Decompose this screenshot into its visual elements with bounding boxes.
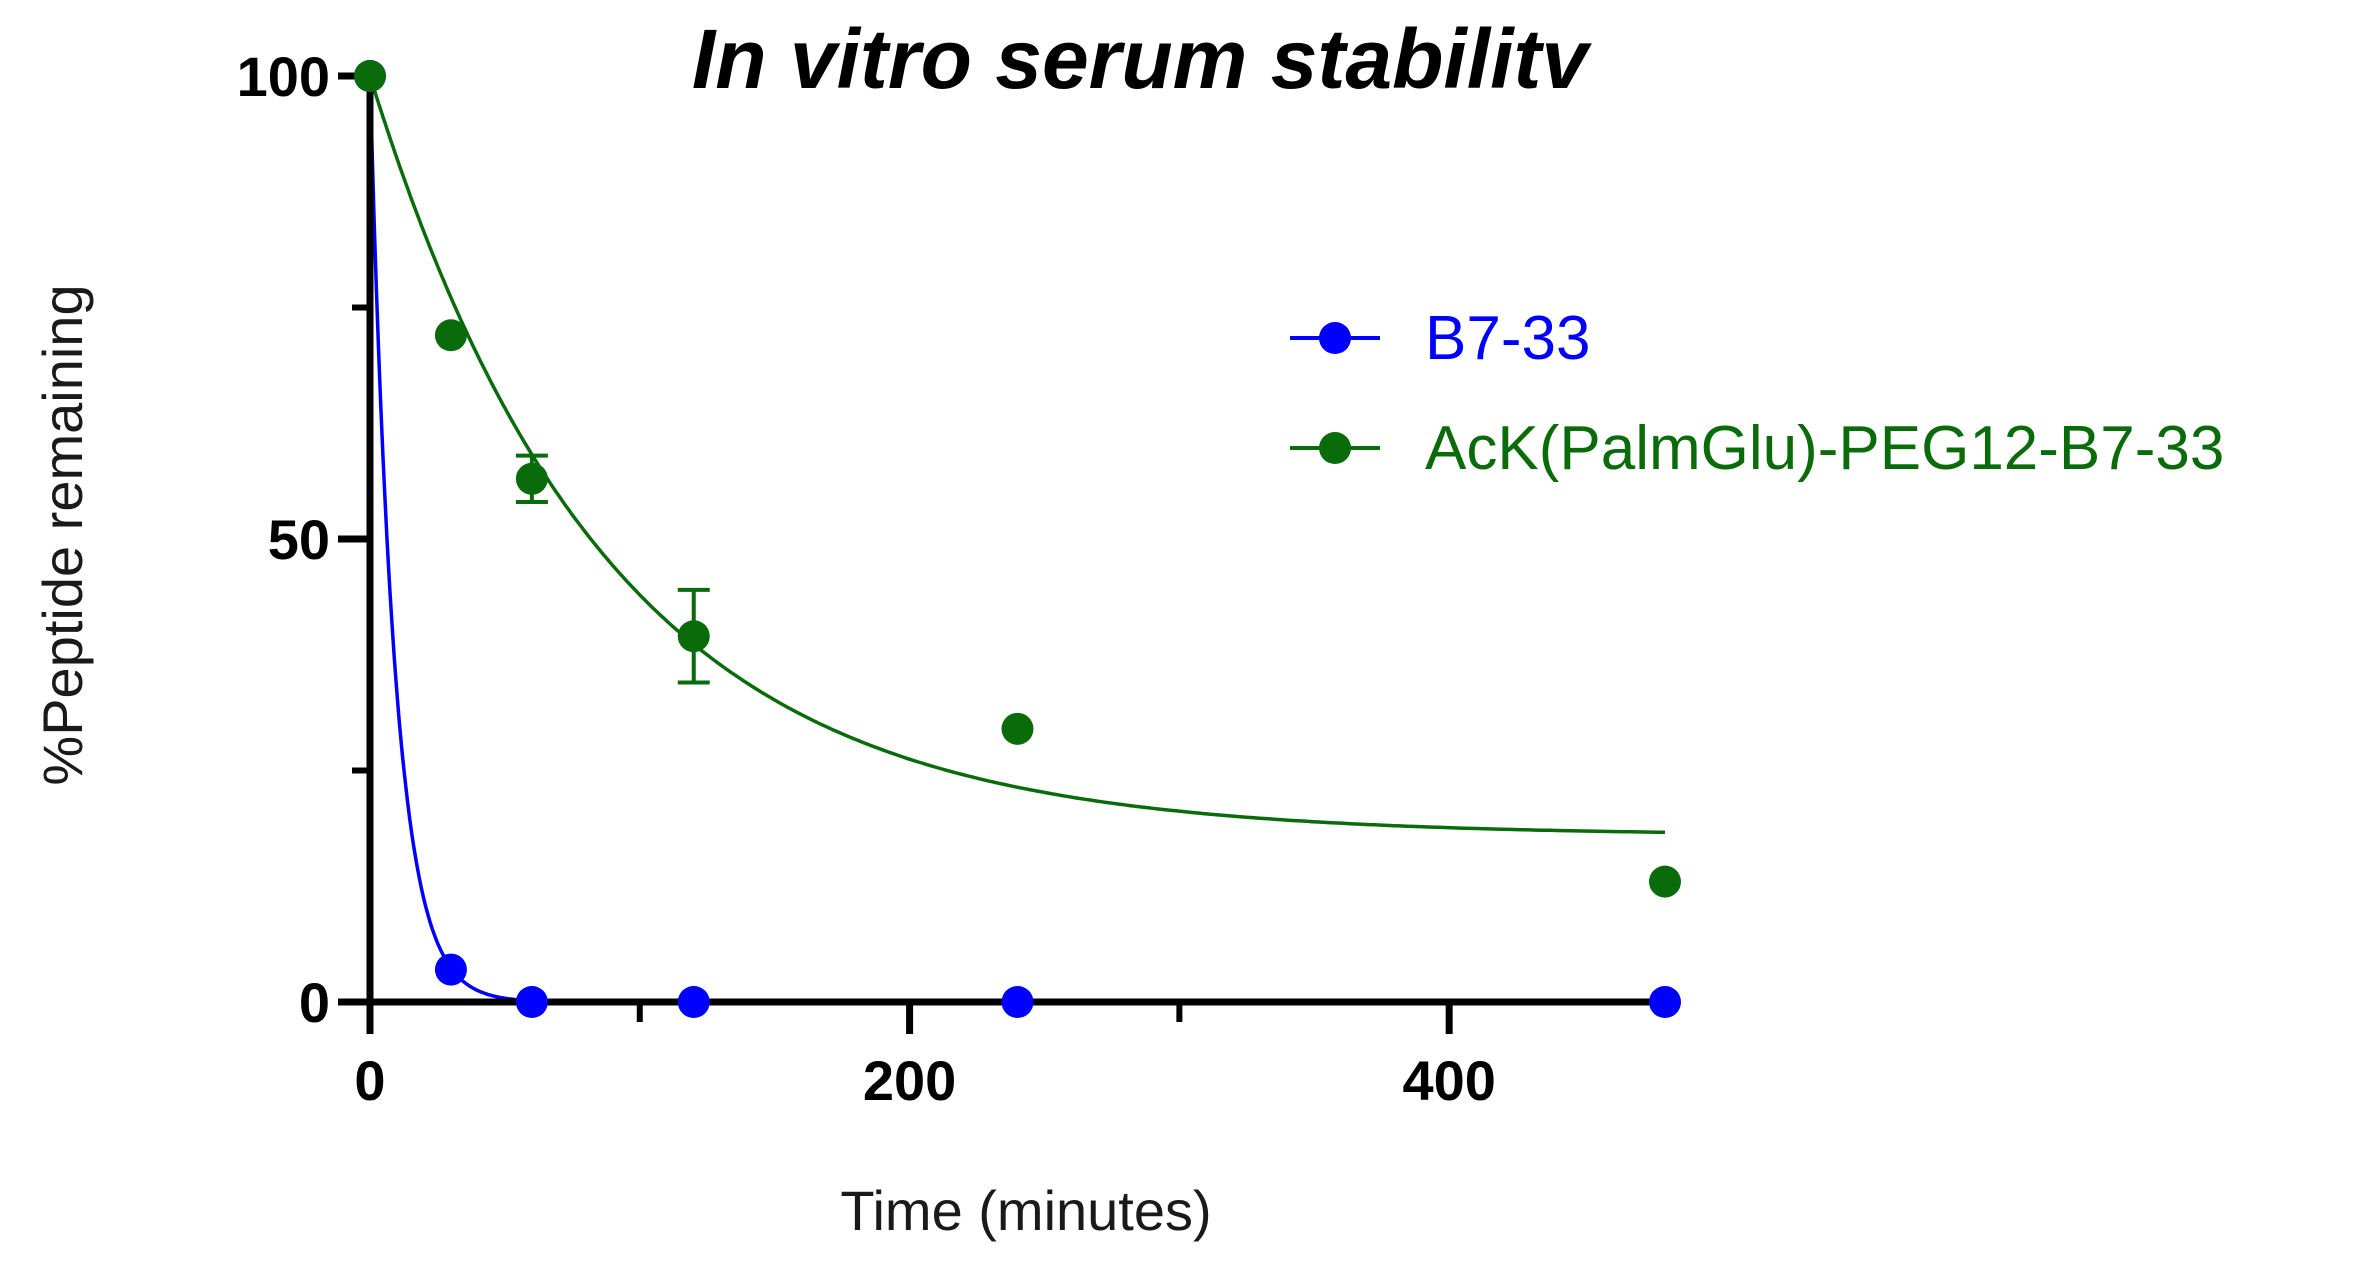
y-tick-label: 100 — [237, 45, 330, 108]
x-tick-label: 0 — [354, 1049, 385, 1112]
legend-label-2: AcK(PalmGlu)-PEG12-B7-33 — [1425, 414, 2224, 483]
data-point-series-2 — [434, 319, 467, 352]
chart-title: In vitro serum stabilitv — [692, 12, 1593, 106]
fit-curves — [368, 75, 1666, 1003]
data-point-series-1 — [434, 953, 467, 986]
data-point-series-1 — [1001, 986, 1034, 1018]
legend-marker-2 — [1319, 432, 1351, 464]
tick-labels: 0 50 100 0 200 400 — [237, 45, 1496, 1112]
legend-label-1: B7-33 — [1425, 304, 1590, 373]
data-point-series-1 — [677, 986, 710, 1018]
y-tick-label: 50 — [268, 508, 330, 571]
data-point-series-2 — [677, 620, 710, 653]
y-tick-label: 0 — [299, 971, 330, 1034]
data-point-series-2 — [515, 462, 548, 495]
data-point-series-1 — [1649, 986, 1681, 1018]
x-axis-title: Time (minutes) — [840, 1179, 1211, 1242]
data-point-series-2 — [354, 60, 386, 92]
data-point-series-1 — [515, 986, 548, 1018]
x-tick-label: 400 — [1402, 1049, 1495, 1112]
data-point-series-2 — [1649, 865, 1681, 898]
error-bars — [515, 453, 710, 685]
data-point-series-2 — [1001, 712, 1034, 745]
data-points — [354, 60, 1681, 1018]
x-tick-label: 200 — [863, 1049, 956, 1112]
fit-curve-2 — [368, 75, 1666, 835]
fit-curve-1 — [368, 75, 573, 1003]
axes — [338, 72, 1665, 1034]
legend: B7-33 AcK(PalmGlu)-PEG12-B7-33 — [1290, 304, 2224, 483]
legend-marker-1 — [1319, 322, 1351, 354]
y-axis-title: %Peptide remaining — [31, 284, 94, 785]
